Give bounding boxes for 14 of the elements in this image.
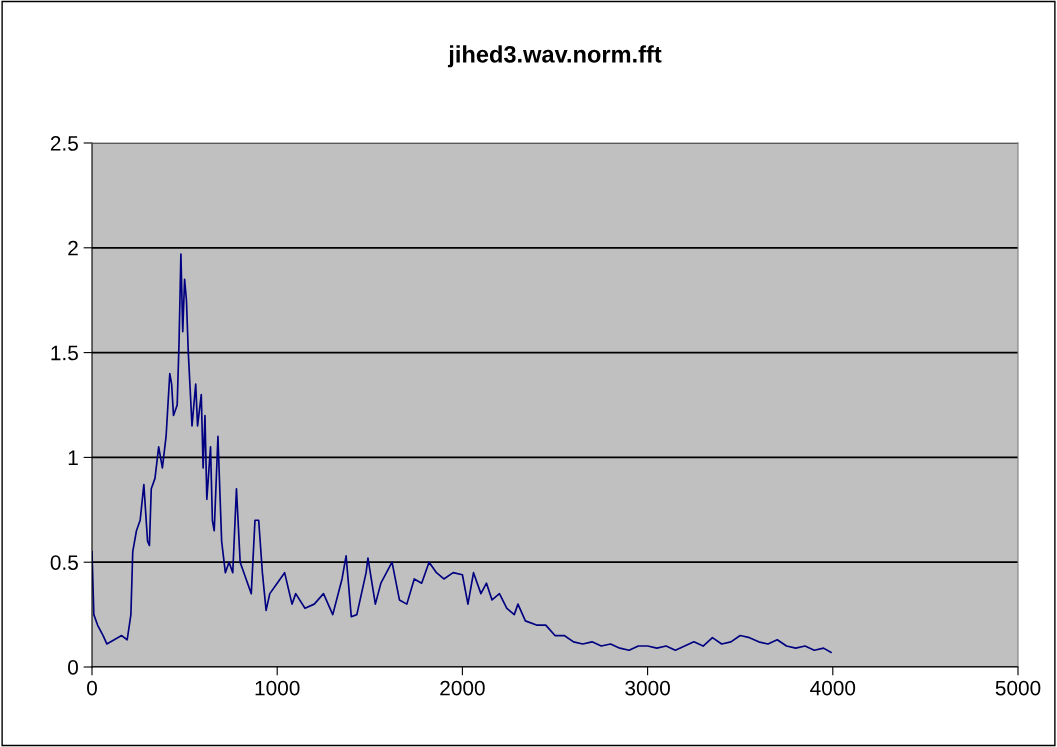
- y-tick-label: 1: [68, 450, 78, 465]
- y-tick-label: 0.5: [50, 555, 78, 570]
- y-tick-label: 1.5: [51, 345, 78, 361]
- x-tick-label: 1000: [255, 680, 300, 696]
- x-tick-label: 2000: [440, 680, 485, 696]
- x-tick-label: 4000: [810, 680, 856, 696]
- y-tick-label: 0: [68, 660, 78, 675]
- y-tick-label: 2.5: [50, 136, 78, 151]
- x-tick-label: 5000: [995, 680, 1041, 696]
- line-series: [92, 253, 832, 654]
- chart-title: jihed3.wav.norm.fft: [447, 45, 662, 68]
- x-tick-label: 3000: [625, 680, 670, 696]
- x-tick-label: 0: [87, 680, 97, 696]
- y-tick-label: 2: [68, 240, 78, 256]
